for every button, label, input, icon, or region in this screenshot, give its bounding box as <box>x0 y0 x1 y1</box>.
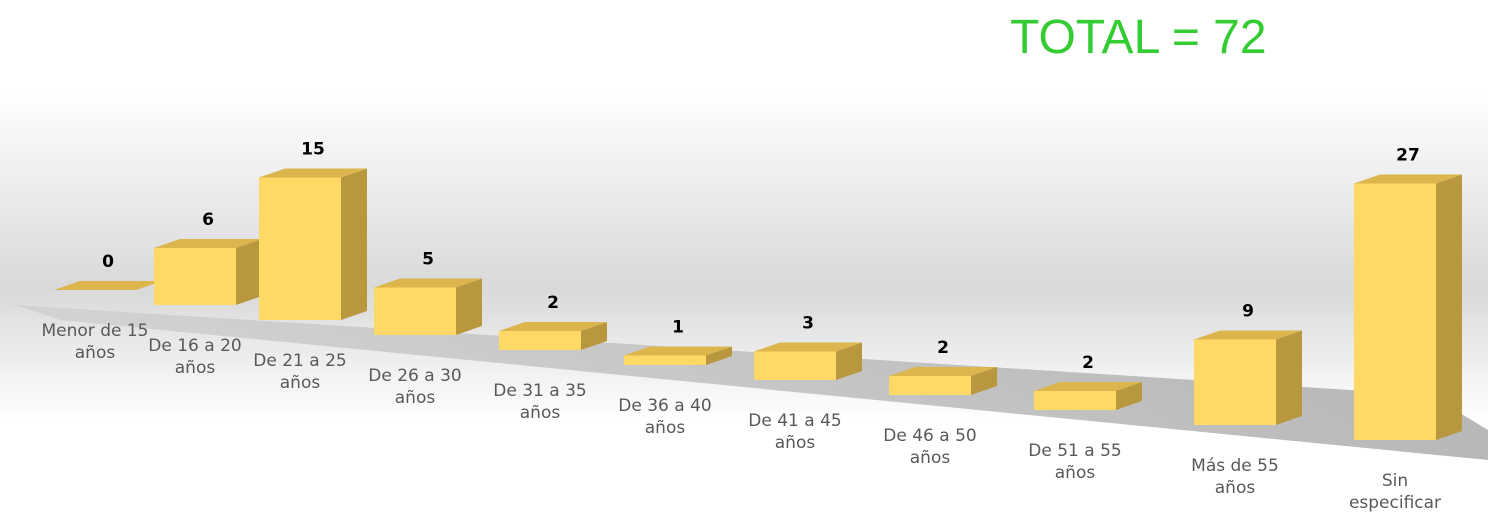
bar-front <box>499 331 581 350</box>
bar-top <box>259 168 367 178</box>
bar <box>1354 174 1462 440</box>
value-label: 3 <box>802 314 814 334</box>
category-label: De 21 a 25 años <box>253 351 347 393</box>
category-label: De 31 a 35 años <box>493 381 587 423</box>
value-label: 27 <box>1396 146 1420 166</box>
category-label: De 46 a 50 años <box>883 426 977 468</box>
value-label: 9 <box>1242 302 1254 322</box>
bar-top <box>374 278 482 288</box>
bar-front <box>154 248 236 305</box>
bar-side <box>706 346 732 365</box>
total-annotation: TOTAL = 72 <box>1010 11 1267 64</box>
value-label: 2 <box>937 338 949 358</box>
category-label: De 16 a 20 años <box>148 336 242 378</box>
bar <box>1034 382 1142 410</box>
bar <box>54 281 162 290</box>
value-label: 2 <box>547 293 559 313</box>
bar-top <box>54 281 162 290</box>
value-label: 6 <box>202 210 214 230</box>
bar-top <box>754 342 862 352</box>
bar-side <box>341 168 367 320</box>
bar-side <box>581 322 607 350</box>
bar-side <box>456 278 482 335</box>
bar-top <box>154 239 262 248</box>
bar-side <box>836 342 862 380</box>
bar <box>1194 330 1302 425</box>
bar-side <box>1276 330 1302 425</box>
bar-front <box>1354 183 1436 440</box>
floor <box>15 305 1488 460</box>
bar <box>889 367 997 395</box>
value-label: 2 <box>1082 353 1094 373</box>
bar <box>259 168 367 320</box>
bar-side <box>1116 382 1142 410</box>
bar-front <box>1194 339 1276 425</box>
bar <box>499 322 607 350</box>
category-label: De 41 a 45 años <box>748 411 842 453</box>
bar-side <box>971 367 997 395</box>
category-label: De 51 a 55 años <box>1028 441 1122 483</box>
bar <box>754 342 862 380</box>
bar-front <box>374 287 456 335</box>
bar-front <box>1034 391 1116 410</box>
bar-top <box>499 322 607 331</box>
category-label: Menor de 15 años <box>41 321 149 363</box>
bar <box>154 239 262 305</box>
category-label: Sin especificar <box>1348 471 1442 513</box>
category-label: Más de 55 años <box>1191 456 1279 498</box>
bar-side <box>236 239 262 305</box>
bar-top <box>889 367 997 376</box>
bar <box>374 278 482 335</box>
bar-front <box>754 351 836 380</box>
bar-top <box>1194 330 1302 340</box>
bar-top <box>624 346 732 356</box>
bar-front <box>259 177 341 320</box>
value-label: 0 <box>102 252 114 272</box>
value-label: 15 <box>301 140 325 160</box>
bar-top <box>1354 174 1462 184</box>
bar <box>624 346 732 365</box>
value-label: 1 <box>672 318 684 338</box>
bar-front <box>624 355 706 365</box>
bar-side <box>1436 174 1462 440</box>
category-label: De 36 a 40 años <box>618 396 712 438</box>
bar-front <box>889 376 971 395</box>
value-label: 5 <box>422 250 434 270</box>
category-label: De 26 a 30 años <box>368 366 462 408</box>
bar-top <box>1034 382 1142 391</box>
